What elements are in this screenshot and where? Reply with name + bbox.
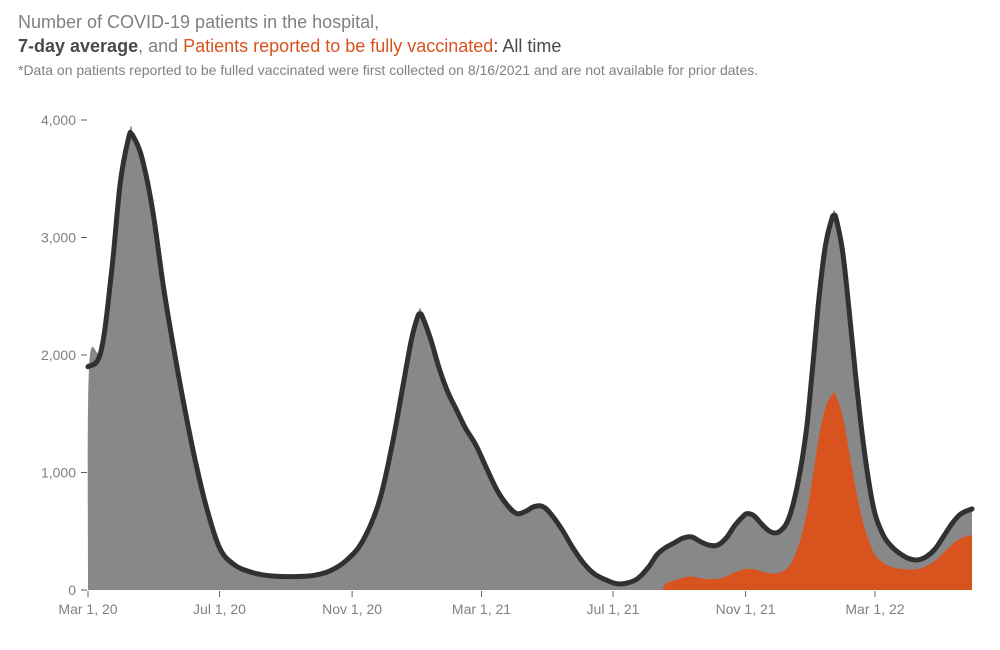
x-tick-label: Nov 1, 20 <box>322 601 382 617</box>
title-line-1: Number of COVID-19 patients in the hospi… <box>18 12 379 32</box>
y-tick-label: 1,000 <box>41 465 76 481</box>
title-mid: , and <box>138 36 183 56</box>
chart-container: Number of COVID-19 patients in the hospi… <box>0 0 1000 650</box>
title-after: : All time <box>493 36 561 56</box>
title-7day-bold: 7-day average <box>18 36 138 56</box>
chart-svg: 0 1,000 2,000 3,000 4,000 Mar 1, 20 Jul 1, 20 N… <box>18 110 982 632</box>
title-footnote: *Data on patients reported to be fulled … <box>18 61 982 79</box>
chart-area: 0 1,000 2,000 3,000 4,000 Mar 1, 20 Jul 1, 20 N… <box>18 110 982 632</box>
x-tick-label: Jul 1, 20 <box>193 601 246 617</box>
x-tick-label: Mar 1, 21 <box>452 601 511 617</box>
y-tick-label: 2,000 <box>41 347 76 363</box>
x-tick-label: Nov 1, 21 <box>716 601 776 617</box>
y-tick-label: 0 <box>68 582 76 598</box>
title-vaccinated-orange: Patients reported to be fully vaccinated <box>183 36 493 56</box>
chart-title-block: Number of COVID-19 patients in the hospi… <box>0 0 1000 79</box>
y-tick-label: 3,000 <box>41 230 76 246</box>
x-tick-label: Jul 1, 21 <box>587 601 640 617</box>
x-tick-label: Mar 1, 20 <box>58 601 117 617</box>
x-tick-label: Mar 1, 22 <box>845 601 904 617</box>
y-tick-label: 4,000 <box>41 112 76 128</box>
